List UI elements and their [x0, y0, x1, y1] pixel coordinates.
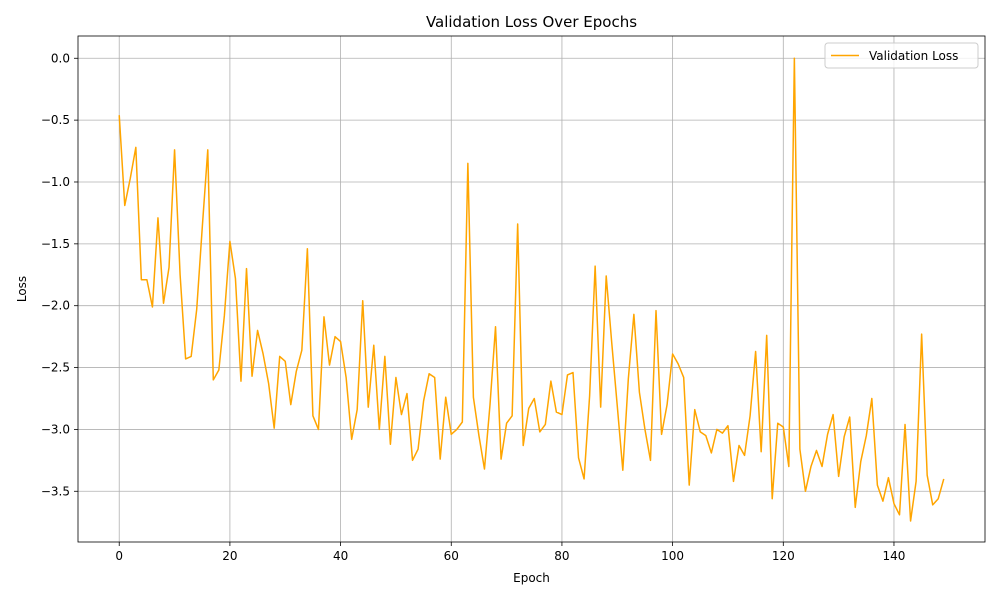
x-tick-label: 20 — [222, 549, 237, 563]
y-axis-label: Loss — [15, 276, 29, 302]
x-axis-label: Epoch — [513, 571, 550, 585]
y-tick-label: −2.5 — [41, 361, 70, 375]
x-tick-label: 0 — [115, 549, 123, 563]
x-tick-label: 100 — [661, 549, 684, 563]
y-tick-label: −1.0 — [41, 175, 70, 189]
legend-box — [824, 42, 979, 69]
series-line-validation-loss — [118, 57, 945, 522]
series-layer — [118, 57, 945, 522]
x-tick-label: 140 — [883, 549, 906, 563]
plot-frame — [77, 35, 986, 543]
x-tick-label: 40 — [333, 549, 348, 563]
x-tick-label: 120 — [772, 549, 795, 563]
y-tick-label: −3.5 — [41, 484, 70, 498]
chart-title: Validation Loss Over Epochs — [426, 13, 637, 31]
x-tick-label: 60 — [444, 549, 459, 563]
y-tick-label: −1.5 — [41, 237, 70, 251]
y-tick-label: −0.5 — [41, 113, 70, 127]
x-tick-label: 80 — [554, 549, 569, 563]
y-axis-ticks: 0.0 −0.5 −1.0 −1.5 −2.0 −2.5 −3.0 −3.5 — [41, 51, 78, 498]
y-tick-label: 0.0 — [51, 51, 70, 65]
y-tick-label: −3.0 — [41, 422, 70, 436]
x-axis-ticks: 0 20 40 60 80 100 120 140 — [115, 542, 905, 563]
legend: Validation Loss — [824, 42, 979, 69]
y-tick-label: −2.0 — [41, 299, 70, 313]
legend-label: Validation Loss — [869, 49, 958, 63]
